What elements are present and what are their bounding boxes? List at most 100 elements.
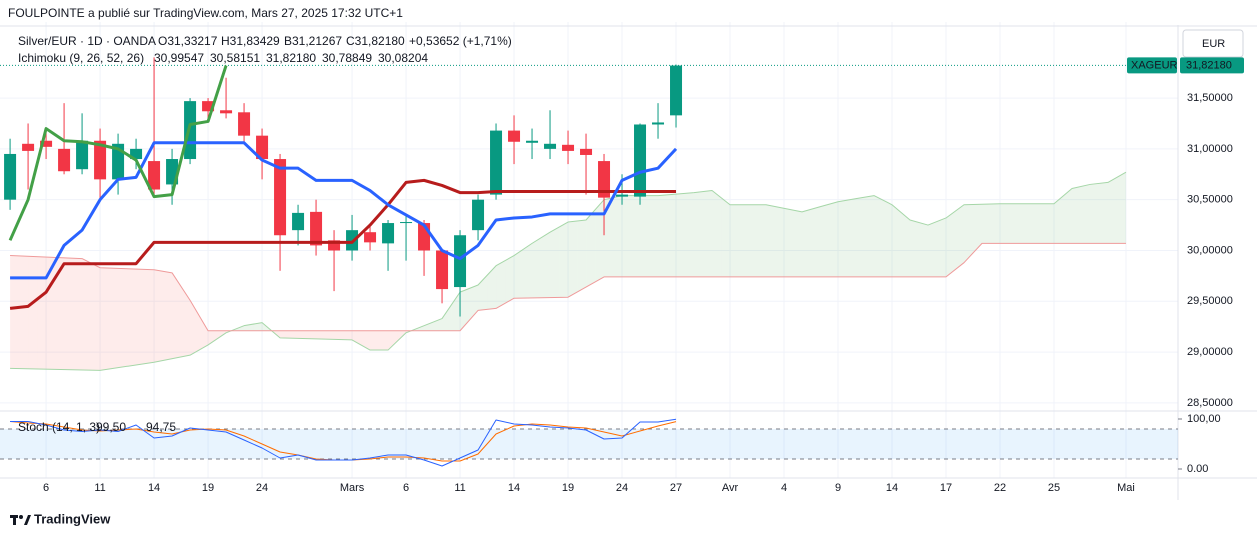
cloud-fill [181,286,191,357]
cloud-fill [919,222,929,277]
stoch-tick-label: 100,00 [1187,413,1221,425]
currency-box[interactable] [1182,29,1244,58]
x-tick-label: 24 [256,482,268,494]
cloud-fill [631,195,641,277]
cloud-fill [424,322,434,331]
cloud-fill [289,330,299,339]
base-line [9,178,677,310]
cloud-fill [388,330,398,351]
cloud-fill [730,204,740,277]
ohlc-value: +0,53652 (+1,71%) [409,34,512,48]
conversion-line [10,141,678,280]
cloud-fill [55,257,65,370]
cloud-fill [352,330,362,345]
cloud-fill [954,204,964,270]
cloud-fill [820,204,830,277]
ichimoku-label: Ichimoku (9, 26, 52, 26) [18,51,144,65]
cloud-fill [963,204,973,263]
cloud-fill [928,221,938,277]
cloud-fill [883,200,893,277]
candle-body [436,250,449,290]
ohlc-value: C31,82180 [346,34,405,48]
ichimoku-value: 30,58151 [210,51,260,65]
candle-body [238,112,251,136]
cloud-fill [739,204,749,277]
cloud-fill [856,197,866,277]
candle-body [40,140,53,147]
cloud-fill [514,249,524,299]
cloud-fill [550,227,560,298]
y-tick-label: 29,50000 [1187,295,1233,307]
candle-body [328,240,341,251]
candle-body [94,140,107,180]
cloud-fill [999,203,1009,244]
cloud-fill [847,198,857,277]
currency[interactable]: EUR [1202,38,1225,50]
cloud-fill [460,288,470,331]
cloud-fill [127,268,137,367]
cloud-fill [1062,188,1072,244]
ichimoku-value: 31,82180 [266,51,316,65]
cloud-fill [343,330,353,340]
y-tick-label: 31,00000 [1187,143,1233,155]
cloud-fill [1098,182,1108,244]
ichimoku-cloud [10,172,1126,371]
cloud-fill [981,203,991,244]
cloud-fill [757,204,767,277]
x-tick-label: 25 [1048,482,1060,494]
candle-body [112,143,125,180]
cloud-fill [379,330,389,351]
ohlc-value: B31,21267 [284,34,342,48]
candle-body [400,222,413,224]
x-tick-label: 14 [148,482,160,494]
cloud-fill [1053,196,1063,244]
x-tick-label: Avr [722,482,739,494]
cloud-fill [865,195,875,277]
cloud-fill [901,212,911,277]
stoch-k-line [10,418,677,467]
candle-body [256,135,269,160]
candle-body [652,122,665,125]
candle-body [4,153,17,200]
cloud-fill [748,204,758,277]
cloud-fill [766,204,776,277]
candle-body [382,223,395,244]
cloud-fill [496,260,506,309]
x-tick-label: 14 [508,482,520,494]
candle-body [310,211,323,246]
cloud-fill [1080,184,1090,244]
cloud-fill [622,195,632,277]
candle-body [580,148,593,155]
cloud-fill [793,210,803,277]
candle-body [490,130,503,195]
candle-body [292,212,305,231]
cloud-fill [1071,186,1081,244]
cloud-fill [541,232,551,298]
candle-body [148,161,161,190]
span-b-line [10,242,1126,332]
cloud-fill [469,285,479,321]
cloud-fill [1089,183,1099,244]
cloud-fill [586,209,596,288]
cloud-fill [990,203,1000,244]
cloud-fill [829,201,839,277]
candle-body [562,144,575,151]
cloud-fill [28,256,38,369]
cloud-fill [163,271,173,361]
brand-logo [10,515,31,525]
cloud-fill [64,257,74,370]
cloud-fill [685,192,695,277]
cloud-fill [100,267,110,371]
cloud-fill [712,190,722,277]
cloud-fill [361,330,371,351]
footer-brand: TradingView [34,511,111,526]
cloud-fill [838,200,848,277]
candle-body [634,124,647,197]
candle-body [526,140,539,143]
cloud-fill [523,243,533,299]
cloud-fill [910,220,920,277]
cloud-fill [244,324,254,331]
cloud-fill [487,265,497,310]
y-tick-label: 28,50000 [1187,397,1233,409]
x-tick-label: 22 [994,482,1006,494]
